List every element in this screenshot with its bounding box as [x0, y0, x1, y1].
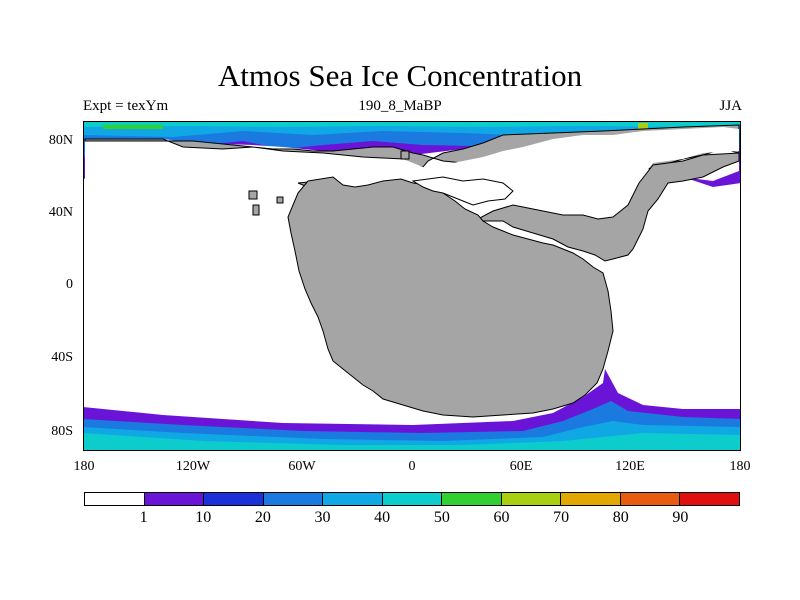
map-title: Atmos Sea Ice Concentration	[217, 58, 583, 93]
colorbar-label: 30	[314, 509, 331, 526]
colorbar-label: 90	[672, 509, 689, 526]
antarctic-ice	[83, 369, 741, 451]
colorbar-swatch	[680, 492, 741, 506]
lon-label-120e: 120E	[615, 459, 645, 474]
lon-label-120w: 120W	[175, 459, 211, 474]
lon-label-180e: 180	[729, 459, 751, 474]
colorbar-label: 40	[374, 509, 391, 526]
sea-ice-map	[83, 121, 741, 451]
season-label: JJA	[719, 98, 742, 114]
colorbar-label: 50	[433, 509, 450, 526]
colorbar-swatch	[382, 492, 443, 506]
colorbar-label: 70	[553, 509, 570, 526]
colorbar-label: 1	[139, 509, 148, 526]
colorbar-swatch	[561, 492, 621, 506]
colorbar-swatch	[442, 492, 502, 506]
map-frame	[83, 121, 741, 451]
colorbar-label: 80	[612, 509, 629, 526]
colorbar-swatch	[84, 492, 145, 506]
colorbar-swatch	[144, 492, 205, 506]
colorbar-swatch	[323, 492, 383, 506]
map-panel	[83, 121, 741, 451]
time-label: 190_8_MaBP	[358, 98, 442, 114]
lat-label-80s: 80S	[51, 424, 73, 439]
colorbar-swatch	[620, 492, 681, 506]
land-masses	[84, 124, 740, 418]
lon-label-180w: 180	[73, 459, 95, 474]
lon-label-60e: 60E	[509, 459, 533, 474]
colorbar-swatch	[501, 492, 562, 506]
experiment-label: Expt = texYm	[83, 98, 169, 114]
colorbar-label: 60	[493, 509, 510, 526]
lat-label-40s: 40S	[51, 350, 73, 365]
colorbar-label: 20	[254, 509, 271, 526]
colorbar	[84, 492, 741, 506]
lon-label-0: 0	[408, 459, 416, 474]
lat-label-0: 0	[66, 277, 73, 292]
colorbar-label: 10	[195, 509, 212, 526]
colorbar-swatch	[263, 492, 324, 506]
lat-label-80n: 80N	[48, 133, 73, 148]
lat-label-40n: 40N	[48, 205, 73, 220]
lon-label-60w: 60W	[288, 459, 316, 474]
colorbar-swatch	[204, 492, 264, 506]
